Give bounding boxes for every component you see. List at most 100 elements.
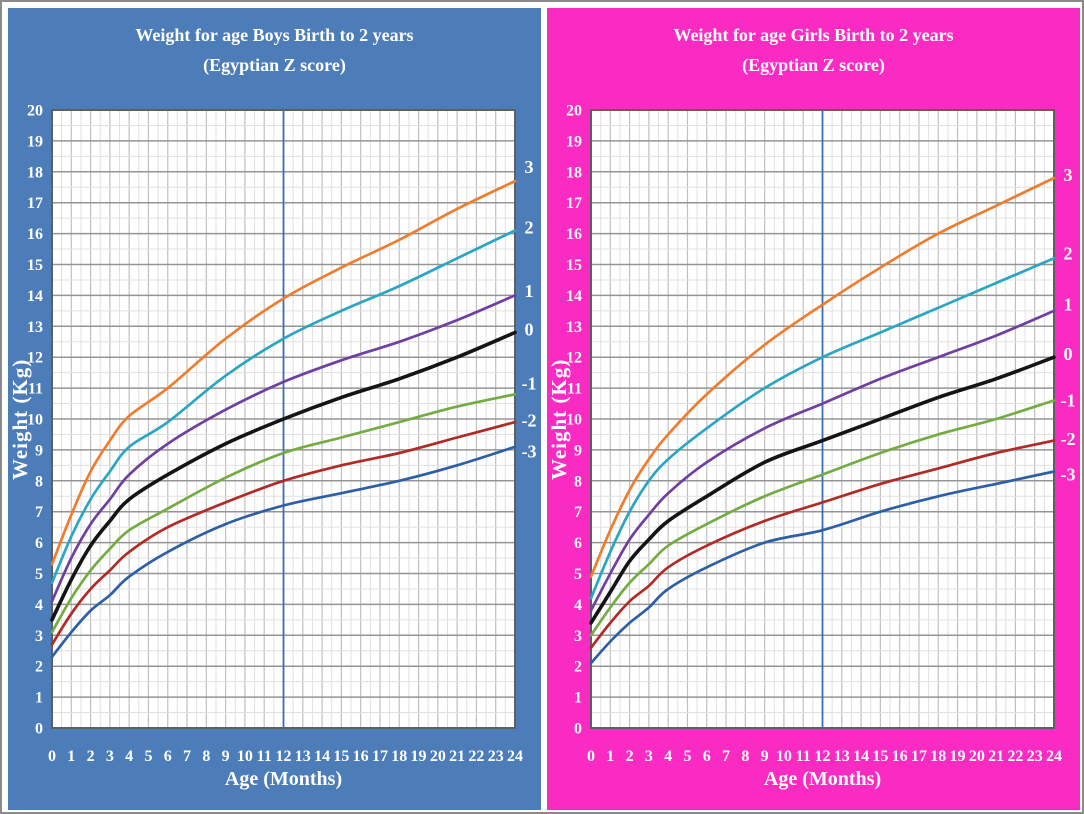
chart-title: Weight for age Boys Birth to 2 years [135,25,414,45]
y-tick-label: 2 [574,659,582,676]
y-tick-label: 17 [27,195,43,212]
y-tick-label: 19 [566,133,582,150]
y-tick-label: 0 [574,721,582,738]
x-tick-label: 12 [815,748,831,765]
curve-sd0 [50,330,517,622]
curve-sd3 [589,176,1056,578]
x-tick-label: 8 [202,748,210,765]
x-tick-label: 18 [391,748,407,765]
x-tick-label: 4 [125,748,133,765]
x-tick-label: 1 [67,748,75,765]
y-tick-label: 4 [35,597,43,614]
z-score-label: 0 [525,319,534,339]
z-score-label: -1 [522,373,537,393]
x-tick-label: 3 [106,748,114,765]
y-tick-label: 7 [35,504,43,521]
curve-sd3 [50,179,517,566]
x-tick-label: 7 [183,748,191,765]
x-tick-label: 2 [87,748,95,765]
x-tick-label: 11 [257,748,272,765]
y-tick-label: 20 [27,103,43,120]
curve-sd2 [589,256,1056,600]
z-score-labels: 3 2 1 0 -1 -2 -3 [1061,165,1076,485]
boys-chart-panel: 0 1 2 3 4 5 6 7 8 9 10 11 12 13 14 15 16 17 18 19 20 0 1 2 3 4 5 6 7… [8,8,541,810]
y-tick-label: 20 [566,103,582,120]
y-tick-label: 14 [566,288,582,305]
x-tick-label: 9 [222,748,230,765]
x-tick-label: 10 [776,748,792,765]
y-tick-label: 8 [574,473,582,490]
y-tick-label: 13 [566,319,582,336]
x-tick-label: 1 [606,748,614,765]
x-axis-title: Age (Months) [763,768,882,790]
x-axis-title: Age (Months) [224,768,343,790]
x-tick-label: 20 [430,748,446,765]
z-score-curves [589,176,1056,665]
z-score-label: 1 [1064,295,1073,315]
x-tick-label: 2 [626,748,634,765]
y-tick-label: 10 [27,412,43,429]
y-tick-label: 6 [574,535,582,552]
x-tick-label: 16 [353,748,369,765]
y-tick-label: 3 [574,628,582,645]
girls-chart-panel: 0 1 2 3 4 5 6 7 8 9 10 11 12 13 14 15 16 17 18 19 20 0 1 2 3 4 5 6 7… [547,8,1080,810]
curve-sdminus3 [50,445,517,659]
chart-subtitle: (Egyptian Z score) [742,55,885,75]
x-tick-label: 6 [164,748,172,765]
y-tick-label: 11 [567,381,582,398]
y-tick-label: 12 [27,350,43,367]
x-tick-label: 15 [333,748,349,765]
y-tick-label: 16 [27,226,43,243]
x-tick-label: 3 [645,748,653,765]
z-score-label: 2 [525,217,534,237]
x-tick-label: 21 [988,748,1004,765]
curve-sdminus2 [589,439,1056,650]
z-score-label: -2 [1061,429,1076,449]
y-tick-label: 5 [574,566,582,583]
y-tick-label: 15 [27,257,43,274]
x-tick-labels: 0 1 2 3 4 5 6 7 8 9 10 11 12 13 14 15 16 17 18 19 20 21 22 23 24 [587,748,1062,765]
x-tick-label: 24 [1046,748,1062,765]
y-tick-label: 9 [574,442,582,459]
y-tick-label: 19 [27,133,43,150]
curve-sdminus3 [589,470,1056,665]
x-tick-label: 9 [761,748,769,765]
y-tick-label: 12 [566,350,582,367]
z-score-label: 1 [525,281,534,301]
y-tick-label: 0 [35,721,43,738]
x-tick-label: 7 [722,748,730,765]
y-tick-label: 18 [27,164,43,181]
y-tick-label: 15 [566,257,582,274]
y-tick-label: 3 [35,628,43,645]
x-tick-label: 17 [911,748,927,765]
curve-sdminus1 [50,392,517,634]
y-tick-label: 14 [27,288,43,305]
x-tick-label: 19 [411,748,427,765]
x-tick-label: 21 [449,748,465,765]
curve-sd1 [50,294,517,603]
x-tick-label: 24 [507,748,523,765]
y-tick-label: 1 [35,690,43,707]
x-tick-label: 23 [1027,748,1043,765]
z-score-label: -3 [522,441,537,461]
y-tick-label: 5 [35,566,43,583]
x-tick-label: 8 [741,748,749,765]
x-tick-label: 18 [930,748,946,765]
x-tick-label: 14 [314,748,330,765]
y-tick-label: 18 [566,164,582,181]
x-tick-label: 20 [969,748,985,765]
y-tick-label: 1 [574,690,582,707]
z-score-label: 2 [1064,244,1073,264]
x-tick-label: 16 [892,748,908,765]
x-tick-label: 14 [853,748,869,765]
z-score-label: 0 [1064,344,1073,364]
y-tick-label: 7 [574,504,582,521]
x-tick-label: 0 [48,748,56,765]
x-tick-label: 5 [683,748,691,765]
z-score-curves [50,179,517,659]
x-tick-label: 13 [834,748,850,765]
y-axis-title: Weight (Kg) [8,358,32,480]
curve-sd0 [589,355,1056,625]
